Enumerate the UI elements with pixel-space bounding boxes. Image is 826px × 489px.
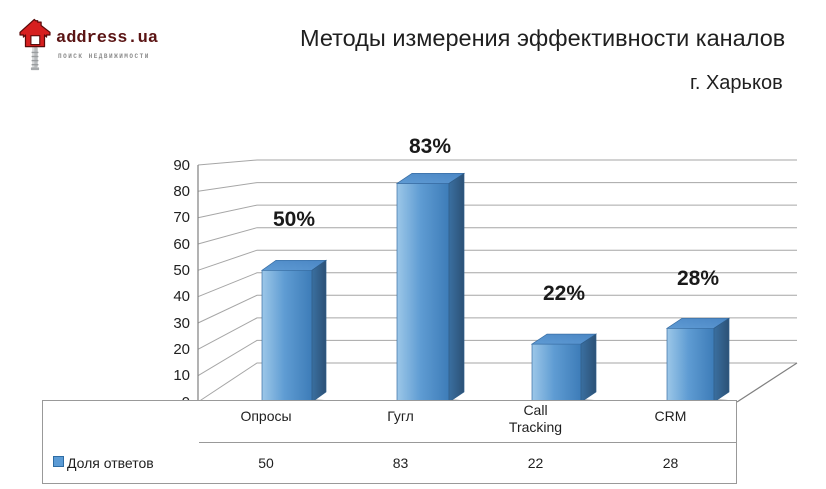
svg-text:90: 90: [173, 157, 190, 174]
svg-text:80: 80: [173, 183, 190, 200]
svg-text:10: 10: [173, 367, 190, 384]
svg-text:28%: 28%: [677, 267, 719, 290]
svg-text:83%: 83%: [409, 135, 451, 158]
svg-text:50: 50: [173, 262, 190, 279]
svg-text:50%: 50%: [273, 208, 315, 231]
svg-text:70: 70: [173, 209, 190, 226]
svg-text:40: 40: [173, 288, 190, 305]
svg-text:22%: 22%: [543, 282, 585, 305]
svg-text:20: 20: [173, 341, 190, 358]
svg-text:30: 30: [173, 315, 190, 332]
svg-text:60: 60: [173, 236, 190, 253]
